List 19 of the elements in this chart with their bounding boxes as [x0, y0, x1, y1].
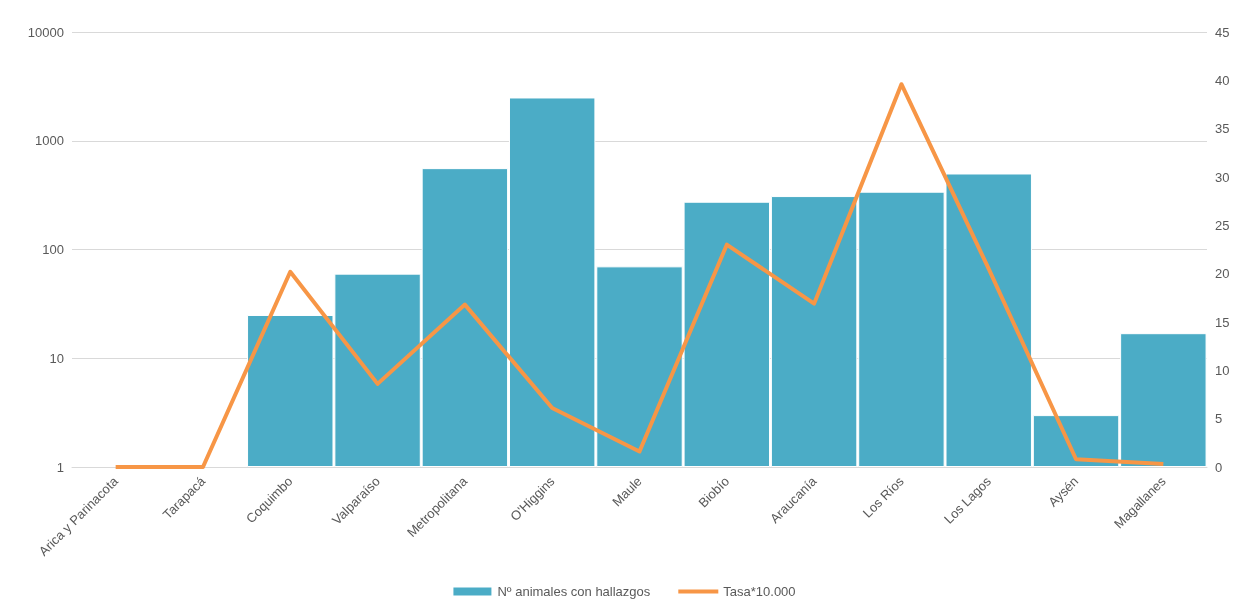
y2-tick-label: 30	[1215, 169, 1230, 185]
y-tick-label: 10	[49, 350, 64, 366]
y2-tick-label: 25	[1215, 217, 1230, 233]
y-tick-label: 10000	[27, 24, 64, 40]
y2-tick-label: 40	[1215, 72, 1230, 88]
y2-tick-label: 35	[1215, 121, 1230, 137]
y2-tick-label: 45	[1215, 24, 1230, 40]
y2-tick-label: 20	[1215, 266, 1230, 282]
y2-tick-label: 15	[1215, 314, 1230, 330]
y-tick-label: 1000	[35, 133, 64, 149]
y2-tick-label: 10	[1215, 362, 1230, 378]
y2-tick-label: 0	[1215, 459, 1223, 475]
y2-tick-label: 5	[1215, 411, 1223, 427]
y-tick-label: 1	[56, 459, 64, 475]
legend-label: Tasa*10.000	[723, 584, 796, 599]
y-tick-label: 100	[42, 242, 64, 257]
legend-label: Nº animales con hallazgos	[497, 584, 651, 599]
x-tick-label: Los Ríos	[859, 473, 908, 521]
line-series	[113, 82, 1166, 469]
